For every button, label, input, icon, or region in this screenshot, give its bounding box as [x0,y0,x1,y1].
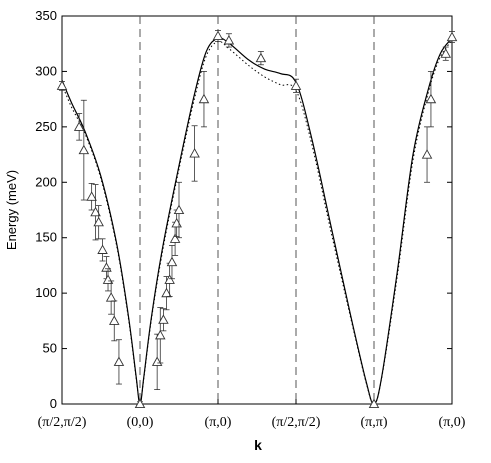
triangle-marker-23 [198,93,210,104]
triangle-marker-27 [290,80,302,90]
triangle-marker-15 [158,314,169,324]
triangle-marker-25 [223,34,235,45]
data-point-14 [155,307,166,364]
data-point-11 [113,339,125,385]
model-curves [61,37,453,405]
triangle-marker-1 [73,121,85,131]
data-point-24 [212,30,224,42]
triangle-marker-11 [113,356,125,366]
triangle-marker-19 [169,233,181,243]
data-point-21 [173,181,185,239]
data-point-2 [78,99,90,201]
y-tick-label-2: 100 [35,285,57,300]
data-point-25 [223,33,235,48]
y-tick-label-6: 300 [35,63,57,78]
triangle-marker-12 [134,398,146,409]
triangle-marker-29 [421,149,433,159]
triangle-marker-21 [173,204,185,215]
triangle-marker-16 [161,287,172,298]
triangle-marker-3 [86,191,97,201]
data-point-30 [425,71,437,128]
triangle-marker-22 [189,148,200,158]
y-tick-label-3: 150 [35,230,57,245]
triangle-marker-20 [171,217,182,228]
triangle-marker-24 [212,30,224,41]
triangle-marker-28 [368,398,380,409]
y-tick-label-4: 200 [35,174,57,189]
data-point-23 [198,71,210,128]
x-axis-title: k [254,437,262,453]
data-point-8 [102,268,114,292]
data-point-29 [421,126,433,183]
y-tick-label-7: 350 [35,8,57,23]
triangle-marker-13 [151,356,163,366]
triangle-marker-32 [446,31,458,42]
data-point-26 [255,51,267,66]
dotted-model-curve [61,40,453,405]
y-tick-label-1: 50 [43,341,57,356]
y-axis-title: Energy (meV) [4,170,19,250]
x-tick-label-4: (π,π) [361,415,388,430]
x-tick-label-1: (0,0) [127,415,154,430]
x-tick-label-3: (π/2,π/2) [272,415,321,430]
triangle-marker-0 [56,80,68,90]
plot-border [61,15,453,405]
triangle-marker-2 [78,144,90,155]
data-point-13 [151,333,163,390]
triangle-marker-4 [90,206,101,217]
triangle-marker-5 [93,216,104,227]
triangle-marker-17 [164,274,175,284]
x-tick-label-2: (π,0) [205,415,232,430]
x-tick-label-0: (π/2,π/2) [38,415,87,430]
data-point-9 [105,280,117,315]
y-axis-ticks: 0 50 100 150 200 250 300 350 [35,8,452,411]
data-point-32 [446,31,458,44]
data-point-12 [134,398,146,409]
triangle-marker-7 [101,262,112,272]
solid-model-curve [61,37,453,405]
triangle-marker-14 [155,329,166,340]
measured-data-points [56,30,458,409]
data-point-28 [368,398,380,409]
data-point-4 [90,184,101,241]
triangle-marker-9 [105,292,117,302]
data-point-0 [56,80,68,91]
data-point-15 [158,308,169,332]
data-point-5 [93,205,104,240]
data-point-1 [73,113,85,141]
y-tick-label-5: 250 [35,119,57,134]
data-point-7 [101,256,112,280]
data-point-18 [166,245,178,280]
triangle-marker-6 [97,244,108,254]
triangle-marker-10 [108,315,120,325]
data-point-27 [290,78,302,93]
data-point-31 [440,46,452,61]
data-point-19 [169,221,181,256]
triangle-marker-18 [166,256,178,267]
x-axis-ticks: (π/2,π/2) (0,0) (π,0) (π/2,π/2) (π,π) (π,0) [38,399,466,430]
data-point-3 [86,182,97,211]
triangle-marker-31 [440,48,452,58]
data-point-6 [97,238,108,262]
data-point-10 [108,300,120,342]
y-tick-label-0: 0 [50,396,57,411]
data-point-22 [189,125,200,182]
triangle-marker-26 [255,52,267,63]
triangle-marker-8 [102,274,114,284]
plot-frame [61,15,453,405]
x-tick-label-5: (π,0) [439,415,466,430]
triangle-marker-30 [425,93,437,104]
